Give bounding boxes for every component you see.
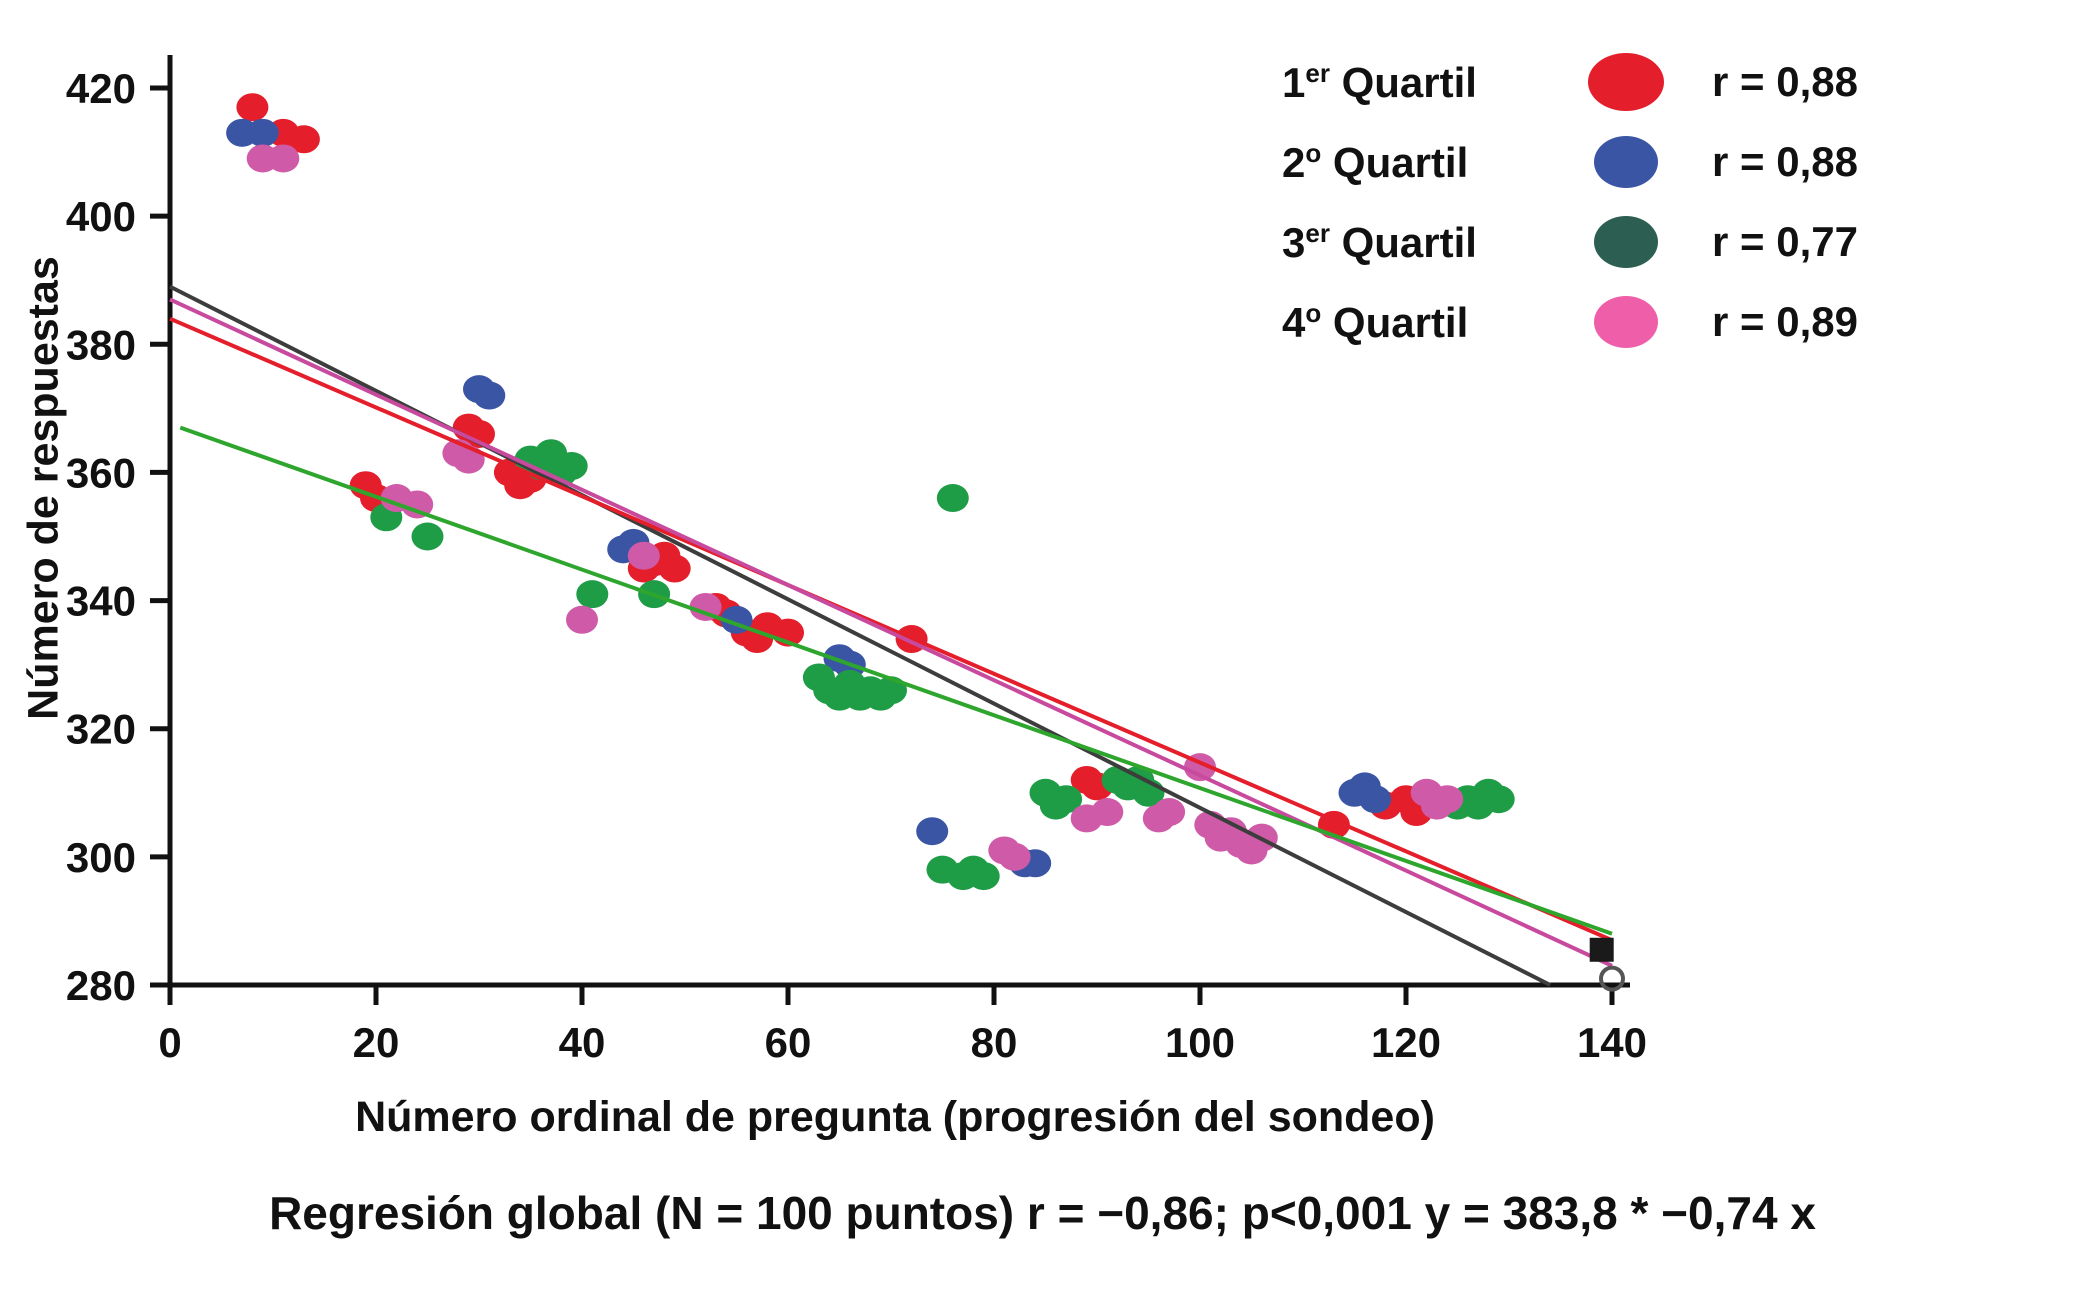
- point-quartil-3: [1050, 785, 1083, 814]
- legend-r-value: r = 0,77: [1712, 218, 1858, 265]
- legend-item-quartil-2: 2o Quartil r = 0,88: [1282, 122, 1858, 202]
- x-tick-label: 140: [1577, 1019, 1647, 1066]
- x-tick-label: 40: [559, 1019, 606, 1066]
- legend-swatch-quartil-2: [1594, 136, 1658, 188]
- y-tick-label: 320: [66, 706, 136, 753]
- point-quartil-3: [576, 580, 609, 609]
- y-tick-label: 400: [66, 193, 136, 240]
- x-tick-label: 100: [1165, 1019, 1235, 1066]
- y-tick-label: 280: [66, 962, 136, 1009]
- point-quartil-3: [411, 522, 444, 551]
- legend: 1er Quartil r = 0,88 2o Quartil r = 0,88 3er…: [1282, 42, 1858, 362]
- point-quartil-2: [246, 118, 279, 147]
- legend-swatch-quartil-4: [1594, 296, 1658, 348]
- global-regression-caption: Regresión global (N = 100 puntos) r = −0…: [269, 1187, 1816, 1239]
- point-quartil-1: [236, 93, 269, 122]
- y-tick-label: 360: [66, 449, 136, 496]
- legend-swatch-cell: [1568, 136, 1684, 188]
- x-tick-label: 20: [353, 1019, 400, 1066]
- point-quartil-4: [689, 592, 722, 621]
- y-tick-label: 420: [66, 65, 136, 112]
- x-tick-label: 120: [1371, 1019, 1441, 1066]
- open-circle-marker: [1599, 965, 1625, 992]
- y-tick-label: 340: [66, 578, 136, 625]
- point-quartil-4: [1153, 798, 1186, 827]
- y-axis-label: Número de respuestas: [19, 256, 68, 720]
- legend-swatch-cell: [1568, 53, 1684, 111]
- x-tick-label: 0: [158, 1019, 181, 1066]
- regression-line-quartil-3: [179, 425, 1613, 936]
- regression-line-global: [169, 284, 1552, 987]
- regression-line-quartil-4: [169, 297, 1613, 968]
- legend-label: 1er Quartil: [1282, 57, 1477, 106]
- point-quartil-3: [1482, 785, 1515, 814]
- point-quartil-2: [916, 817, 949, 846]
- y-tick-label: 300: [66, 834, 136, 881]
- point-quartil-1: [658, 554, 691, 583]
- x-tick-label: 60: [765, 1019, 812, 1066]
- point-quartil-4: [627, 541, 660, 570]
- point-quartil-4: [566, 605, 598, 634]
- point-quartil-4: [401, 490, 434, 519]
- y-tick-label: 380: [66, 321, 136, 368]
- legend-label: 2o Quartil: [1282, 137, 1469, 186]
- x-tick-label: 80: [971, 1019, 1018, 1066]
- legend-label: 3er Quartil: [1282, 217, 1477, 266]
- point-quartil-4: [998, 842, 1031, 871]
- point-quartil-4: [1431, 785, 1464, 814]
- legend-swatch-quartil-1: [1588, 53, 1664, 111]
- square-marker: [1589, 937, 1614, 962]
- legend-swatch-cell: [1568, 216, 1684, 268]
- point-quartil-3: [967, 862, 1000, 891]
- point-quartil-1: [287, 125, 320, 154]
- point-quartil-3: [936, 484, 969, 513]
- legend-r-value: r = 0,89: [1712, 298, 1858, 345]
- point-quartil-4: [452, 445, 485, 474]
- legend-swatch-quartil-3: [1594, 216, 1658, 268]
- legend-label: 4o Quartil: [1282, 297, 1469, 346]
- legend-r-value: r = 0,88: [1712, 58, 1858, 105]
- point-quartil-3: [555, 452, 588, 481]
- point-quartil-2: [473, 381, 506, 410]
- legend-item-quartil-3: 3er Quartil r = 0,77: [1282, 202, 1858, 282]
- legend-swatch-cell: [1568, 296, 1684, 348]
- point-quartil-4: [267, 144, 300, 173]
- regression-line-quartil-1: [169, 316, 1613, 942]
- point-quartil-4: [1091, 798, 1124, 827]
- legend-item-quartil-4: 4o Quartil r = 0,89: [1282, 282, 1858, 362]
- legend-r-value: r = 0,88: [1712, 138, 1858, 185]
- x-axis-label: Número ordinal de pregunta (progresión d…: [355, 1093, 1435, 1141]
- legend-item-quartil-1: 1er Quartil r = 0,88: [1282, 42, 1858, 122]
- point-quartil-2: [1359, 785, 1392, 814]
